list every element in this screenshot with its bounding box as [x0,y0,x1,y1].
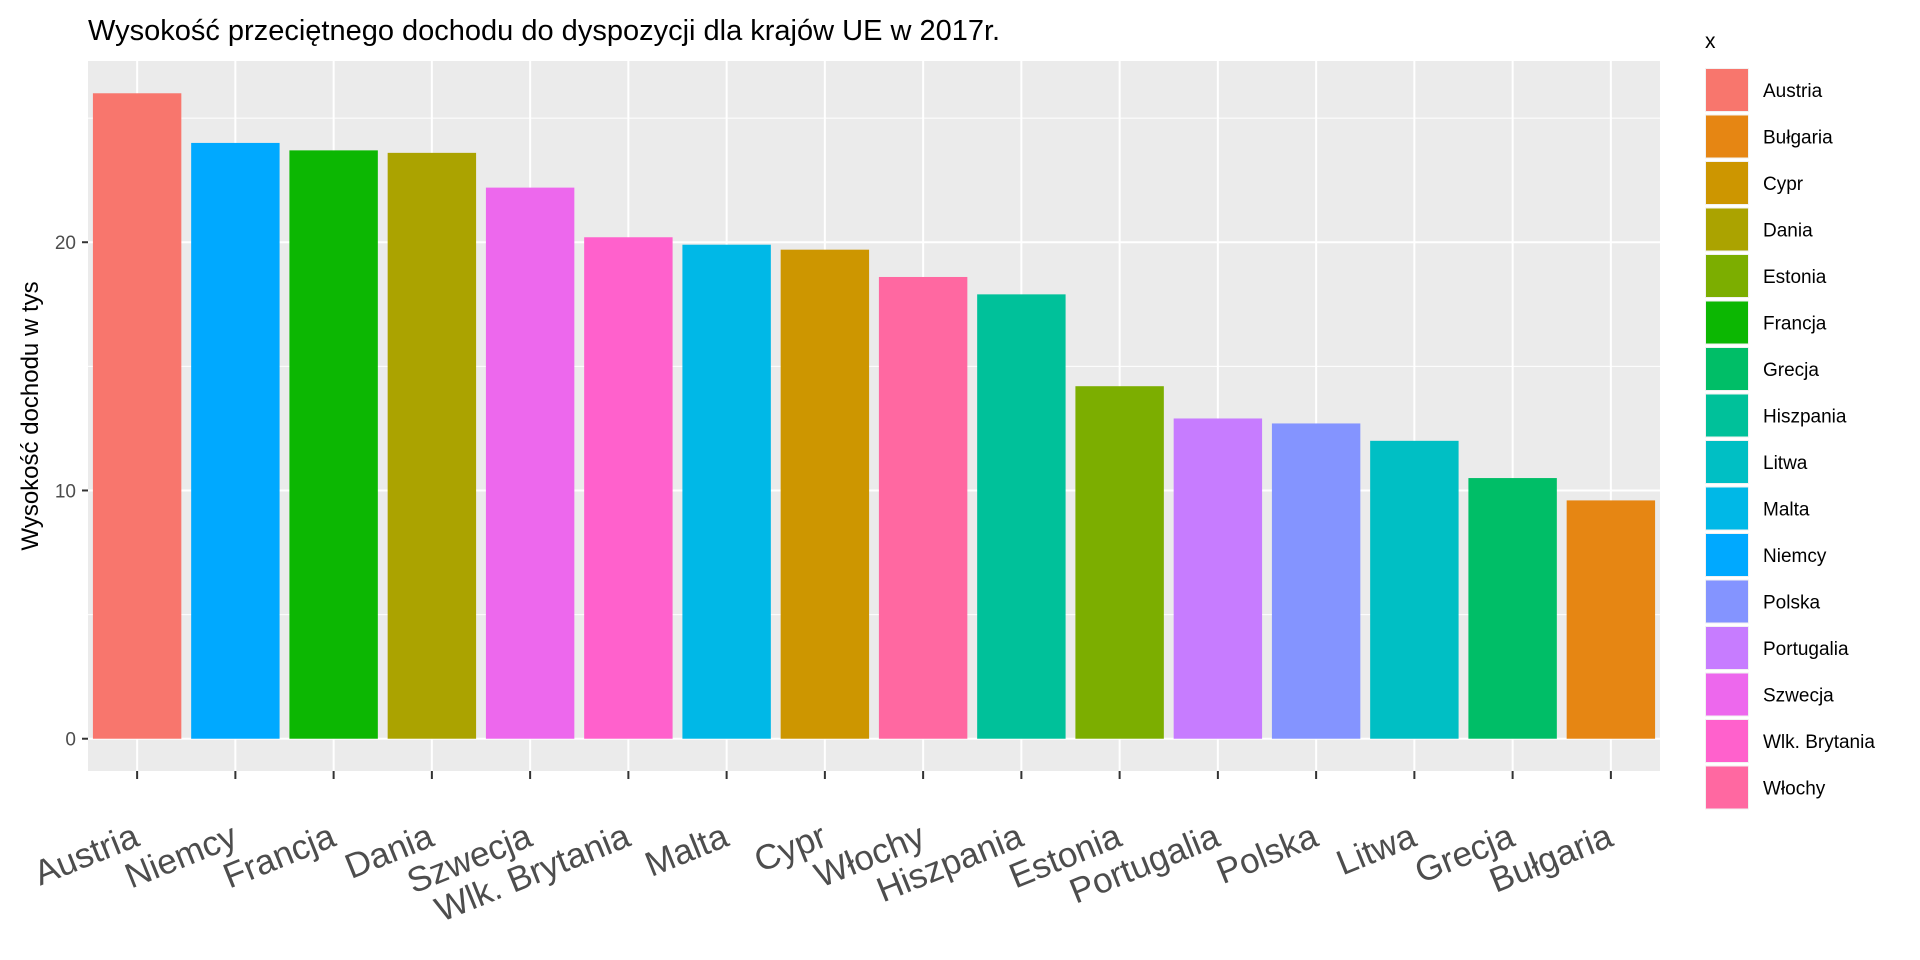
legend-key [1706,301,1748,344]
legend-key [1706,487,1748,530]
x-tick-label: Francja [218,816,341,896]
bar-wlk-brytania [584,237,673,739]
legend-label: Cypr [1763,174,1804,195]
legend-items: Austria Bułgaria Cypr Dania Estonia Francja Gr… [1705,68,1875,810]
legend-key [1706,69,1748,111]
x-tick-label: Polska [1211,816,1324,892]
chart-title: Wysokość przeciętnego dochodu do dyspozy… [88,15,1000,47]
legend-key [1706,580,1748,623]
legend-label: Hiszpania [1763,407,1847,428]
bar-włochy [878,276,968,739]
bar-austria [92,93,182,739]
legend-key [1706,162,1748,204]
bar-litwa [1370,440,1459,739]
bar-dania [387,152,477,739]
bars [92,93,1656,739]
legend-label: Niemcy [1763,546,1827,567]
y-tick-label: 20 [55,233,76,254]
bar-bułgaria [1566,500,1656,739]
legend-key [1706,348,1748,390]
bar-estonia [1075,386,1164,739]
bar-cypr [780,249,870,739]
legend-key [1706,208,1748,251]
legend-key [1706,627,1748,669]
x-tick-label: Austria [29,816,145,893]
legend-label: Malta [1763,500,1810,521]
legend-label: Polska [1763,593,1820,614]
legend-label: Portugalia [1763,639,1849,660]
bar-portugalia [1173,418,1263,739]
legend-label: Włochy [1763,779,1826,800]
legend-label: Estonia [1763,267,1827,288]
y-axis-label: Wysokość dochodu w tys [17,281,44,550]
legend-label: Francja [1763,314,1827,335]
bar-francja [289,150,378,739]
legend-label: Wlk. Brytania [1763,732,1875,753]
legend-label: Litwa [1763,453,1808,474]
y-tick-label: 10 [55,481,76,502]
x-tick-label: Niemcy [120,816,243,896]
bar-hiszpania [977,294,1066,739]
y-tick-label: 0 [65,730,76,751]
legend-key [1706,766,1748,809]
y-axis: 0 10 20 [55,233,88,751]
legend-key [1706,441,1748,483]
x-tick-label: Litwa [1331,816,1422,883]
legend-key [1706,673,1748,716]
legend-title: x [1705,30,1716,53]
legend-key [1706,115,1748,158]
legend-key [1706,534,1748,576]
bar-niemcy [191,142,280,739]
legend-key [1706,394,1748,437]
legend-label: Dania [1763,221,1813,242]
bar-malta [682,244,771,739]
legend-label: Austria [1763,81,1823,102]
bar-polska [1271,423,1361,739]
bar-szwecja [485,187,575,739]
legend-label: Szwecja [1763,686,1834,707]
legend-key [1706,720,1748,762]
legend: x Austria Bułgaria Cypr Dania Estonia Francja… [1705,30,1875,810]
bar-grecja [1468,478,1557,739]
x-tick-label: Malta [640,816,734,884]
legend-label: Grecja [1763,360,1819,381]
legend-key [1706,255,1748,297]
legend-label: Bułgaria [1763,128,1833,149]
